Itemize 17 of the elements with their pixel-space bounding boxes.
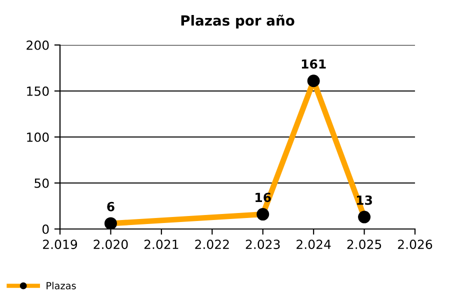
x-tick-label: 2.025 (347, 240, 382, 250)
x-tick-label: 2.023 (246, 240, 280, 250)
x-tick-label: 2.019 (43, 240, 78, 250)
chart-title: Plazas por año (181, 14, 294, 28)
x-tick-label: 2.024 (296, 240, 331, 250)
y-tick-label: 0 (42, 224, 49, 234)
data-label: 6 (107, 202, 114, 212)
x-tick-label: 2.026 (398, 240, 432, 250)
x-tick-label: 2.020 (94, 240, 128, 250)
y-tick-label: 150 (27, 86, 49, 96)
y-tick-label: 50 (34, 178, 49, 188)
y-tick-label: 100 (27, 132, 49, 142)
x-tick-label: 2.021 (144, 240, 178, 250)
data-label: 161 (302, 59, 326, 69)
legend-label: Plazas (46, 282, 76, 290)
x-tick-label: 2.022 (195, 240, 229, 250)
y-tick-label: 200 (26, 40, 49, 50)
